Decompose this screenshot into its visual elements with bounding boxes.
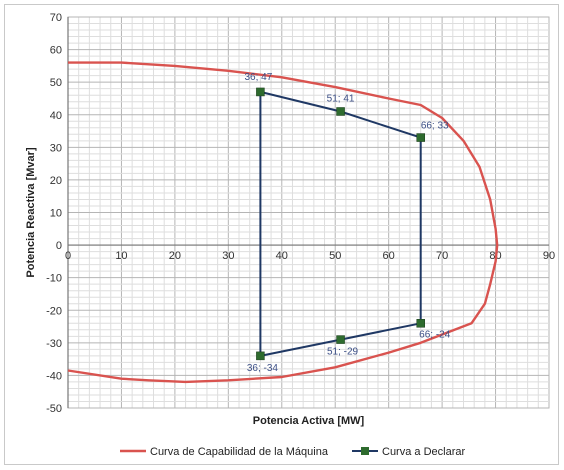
- data-label: 66; -24: [419, 329, 451, 340]
- data-point: [336, 335, 345, 344]
- series-layer: [67, 61, 499, 384]
- y-tick-label: 10: [50, 208, 62, 220]
- x-tick-labels: 0 10 20 30 40 50 60 70 80 90: [65, 250, 555, 262]
- x-axis-title: Potencia Activa [MW]: [253, 415, 365, 427]
- series-line-capability: [67, 61, 499, 384]
- y-tick-label: -10: [46, 273, 62, 285]
- data-point: [256, 351, 265, 361]
- x-tick-label: 40: [276, 250, 288, 262]
- y-tick-label: 20: [50, 175, 62, 187]
- data-point: [416, 133, 425, 142]
- y-tick-label: 50: [50, 77, 62, 89]
- data-label: 36; 47: [244, 72, 272, 83]
- x-tick-label: 0: [65, 250, 71, 262]
- data-point: [336, 107, 345, 116]
- x-tick-label: 60: [383, 250, 395, 262]
- y-tick-label: 0: [56, 240, 62, 252]
- y-tick-label: -40: [46, 370, 62, 382]
- y-axis-title: Potencia Reactiva [Mvar]: [25, 147, 37, 278]
- y-tick-label: 60: [50, 45, 62, 57]
- x-tick-label: 90: [543, 250, 555, 262]
- y-tick-labels: -50 -40 -30 -20 -10 0 10 20 30 40 50 60 70: [46, 12, 62, 415]
- legend-label: Curva a Declarar: [382, 446, 465, 458]
- y-tick-label: -50: [46, 403, 62, 415]
- x-tick-label: 10: [115, 250, 127, 262]
- y-tick-label: -30: [46, 338, 62, 350]
- legend-label: Curva de Capabilidad de la Máquina: [150, 446, 329, 458]
- x-tick-label: 30: [222, 250, 234, 262]
- data-label: 51; 41: [327, 93, 355, 104]
- point-labels: 36; 47 51; 41 66; 33 66; -24 51; -29 36; -34: [244, 72, 450, 374]
- data-label: 51; -29: [327, 347, 359, 358]
- y-tick-label: 70: [50, 12, 62, 24]
- x-tick-label: 70: [436, 250, 448, 262]
- x-tick-label: 20: [169, 250, 181, 262]
- data-label: 66; 33: [421, 121, 449, 132]
- legend-marker: [361, 447, 369, 455]
- axes: [67, 17, 549, 408]
- data-label: 36; -34: [247, 363, 279, 374]
- data-point: [256, 87, 265, 97]
- y-tick-label: 30: [50, 142, 62, 154]
- y-tick-label: 40: [50, 110, 62, 122]
- data-point: [416, 319, 425, 328]
- x-tick-label: 50: [329, 250, 341, 262]
- legend: Curva de Capabilidad de la Máquina Curva …: [120, 446, 465, 458]
- y-tick-label: -20: [46, 305, 62, 317]
- grid: [67, 16, 550, 409]
